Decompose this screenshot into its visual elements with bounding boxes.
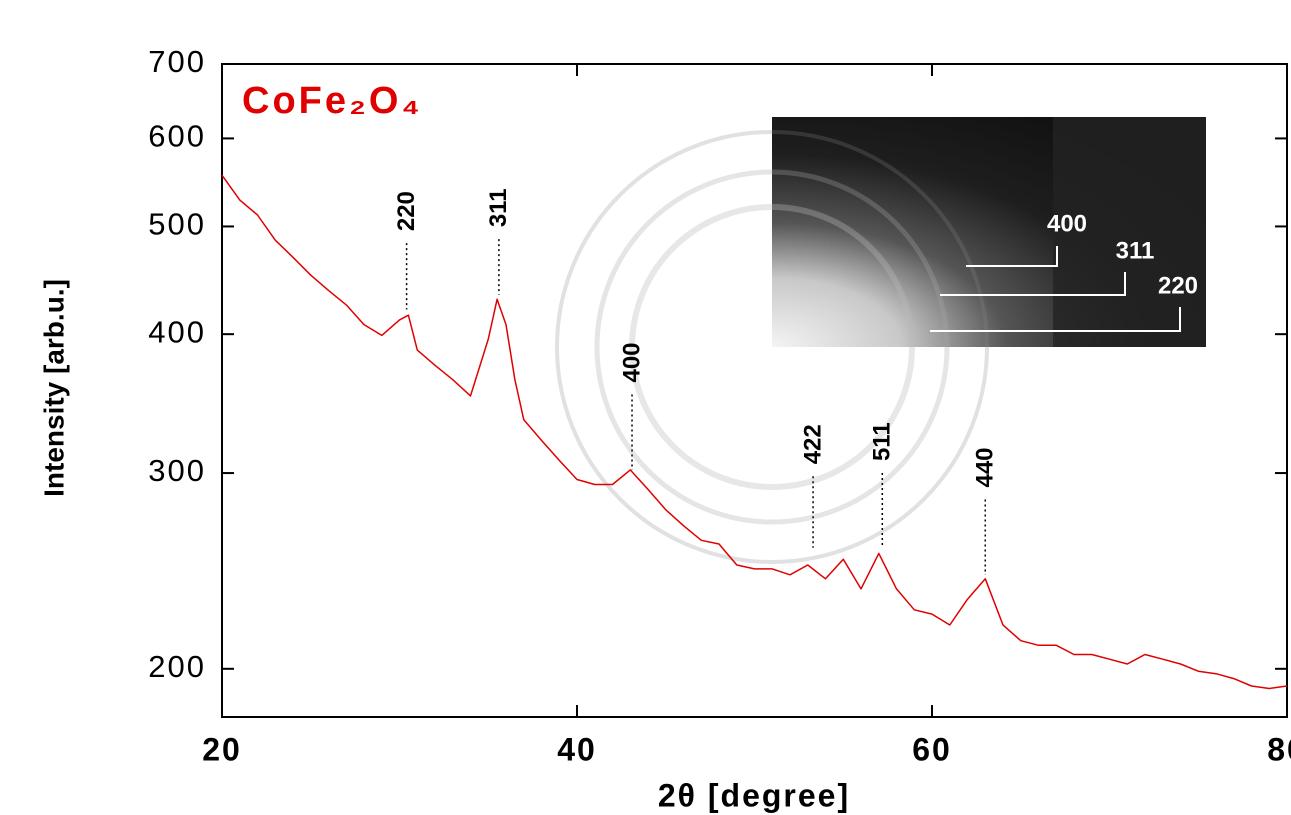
x-tick-label: 60	[912, 731, 952, 767]
y-axis-label: Intensity [arb.u.]	[38, 279, 69, 497]
inset-label: 400	[1047, 210, 1087, 237]
chart-title: CoFe₂O₄	[242, 80, 423, 122]
data-line	[221, 174, 1288, 690]
peak-label: 311	[485, 188, 512, 227]
x-tick-label: 40	[557, 731, 597, 767]
x-tick-label: 80	[1267, 731, 1291, 767]
y-tick-label: 600	[148, 119, 206, 154]
y-tick-label: 500	[148, 207, 206, 242]
x-axis-label: 2θ [degree]	[658, 777, 850, 813]
peak-label: 400	[618, 342, 645, 382]
y-tick-label: 700	[148, 44, 206, 79]
y-tick-label: 400	[148, 314, 206, 349]
inset-label: 311	[1116, 237, 1155, 264]
y-tick-label: 200	[148, 649, 206, 684]
plot-frame	[221, 63, 1288, 718]
inset-image: 400 311 220	[555, 117, 1206, 564]
y-tick-label: 300	[148, 453, 206, 488]
peak-label: 440	[972, 447, 999, 487]
peak-label: 422	[799, 424, 826, 464]
inset-label: 220	[1158, 272, 1198, 299]
peak-label: 220	[393, 191, 420, 231]
peak-label: 511	[869, 422, 896, 461]
x-tick-label: 20	[202, 731, 242, 767]
